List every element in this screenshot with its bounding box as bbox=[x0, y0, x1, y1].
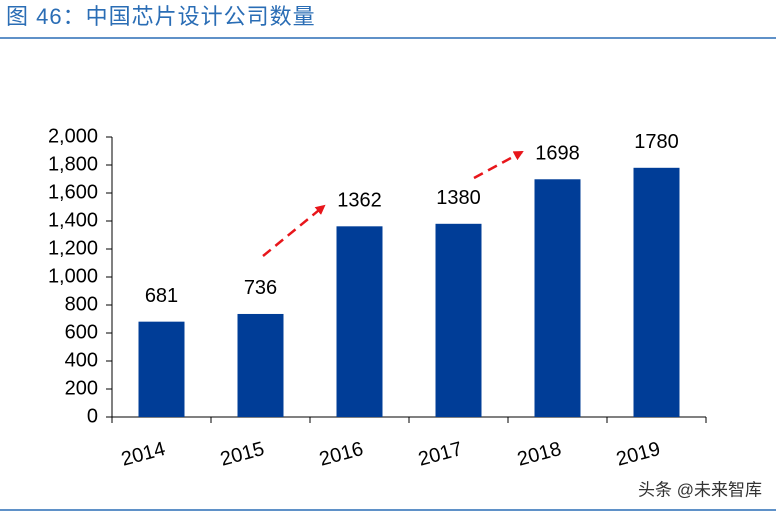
x-tick-label: 2015 bbox=[218, 438, 267, 471]
x-tick-label: 2016 bbox=[317, 438, 366, 471]
data-label: 1362 bbox=[337, 190, 382, 212]
trend-arrow bbox=[473, 150, 524, 180]
y-tick-label: 400 bbox=[65, 349, 98, 371]
y-tick-label: 200 bbox=[65, 377, 98, 399]
y-tick-label: 1,000 bbox=[48, 265, 98, 287]
y-tick-label: 600 bbox=[65, 321, 98, 343]
data-label: 681 bbox=[145, 285, 178, 307]
watermark: 头条 @未来智库 bbox=[638, 480, 762, 499]
y-tick-label: 1,200 bbox=[48, 237, 98, 259]
data-label: 1698 bbox=[535, 143, 580, 165]
bar bbox=[534, 179, 581, 417]
y-tick-label: 0 bbox=[87, 405, 98, 427]
y-tick-label: 1,800 bbox=[48, 153, 98, 175]
x-tick-label: 2019 bbox=[614, 438, 663, 471]
data-label: 736 bbox=[244, 277, 277, 299]
data-label: 1380 bbox=[436, 187, 481, 209]
x-tick-label: 2018 bbox=[515, 438, 564, 471]
bar bbox=[633, 167, 680, 417]
bar bbox=[336, 226, 383, 417]
x-tick-label: 2014 bbox=[119, 438, 168, 471]
y-tick-label: 1,400 bbox=[48, 209, 98, 231]
bar bbox=[138, 321, 185, 417]
y-tick-label: 800 bbox=[65, 293, 98, 315]
trend-arrow bbox=[262, 204, 326, 257]
bar bbox=[237, 313, 284, 417]
data-label: 1780 bbox=[634, 131, 679, 153]
x-tick-label: 2017 bbox=[416, 438, 465, 471]
chart-title: 图 46：中国芯片设计公司数量 bbox=[6, 4, 316, 29]
y-tick-label: 2,000 bbox=[48, 125, 98, 147]
y-tick-label: 1,600 bbox=[48, 181, 98, 203]
bar bbox=[435, 223, 482, 417]
